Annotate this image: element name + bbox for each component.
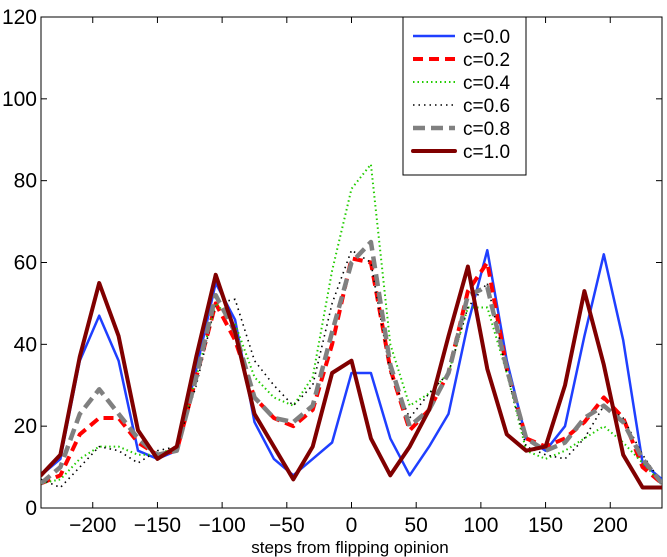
x-tick-label: 150 <box>528 514 563 537</box>
series-line-6 <box>41 264 662 490</box>
y-tick-label: 40 <box>14 333 37 356</box>
legend-label: c=0.0 <box>463 27 510 48</box>
legend-label: c=0.8 <box>463 119 510 140</box>
y-tick-label: 100 <box>2 88 37 111</box>
legend-box <box>402 16 527 176</box>
y-tick-label: 120 <box>2 6 37 29</box>
legend-label: c=1.0 <box>463 142 510 163</box>
series-line-5 <box>41 239 662 486</box>
x-tick-label: 50 <box>405 514 428 537</box>
axis-ticks: −200 −150 −100 −50 0 50 100 150 200 0 20 40 60 80 100 1… <box>2 6 662 537</box>
x-tick-label: 0 <box>346 514 358 537</box>
x-tick-label: 100 <box>463 514 498 537</box>
x-tick-label: 200 <box>593 514 628 537</box>
x-tick-label: −200 <box>69 514 116 537</box>
x-tick-label: −150 <box>134 514 181 537</box>
legend-label: c=0.4 <box>463 73 510 94</box>
y-tick-label: 60 <box>14 252 37 275</box>
x-tick-label: −100 <box>198 514 245 537</box>
x-axis-label: steps from flipping opinion <box>251 538 449 557</box>
series-lines <box>41 163 662 490</box>
legend: c=0.0c=0.2c=0.4c=0.6c=0.8c=1.0 <box>402 16 527 176</box>
y-tick-label: 20 <box>14 415 37 438</box>
legend-label: c=0.6 <box>463 96 510 117</box>
y-tick-label: 80 <box>14 170 37 193</box>
series-line-4 <box>41 249 662 489</box>
x-tick-label: −50 <box>269 514 305 537</box>
series-line-3 <box>41 163 662 485</box>
y-tick-label: 0 <box>25 497 37 520</box>
series-line-1 <box>41 248 662 481</box>
legend-label: c=0.2 <box>463 50 510 71</box>
